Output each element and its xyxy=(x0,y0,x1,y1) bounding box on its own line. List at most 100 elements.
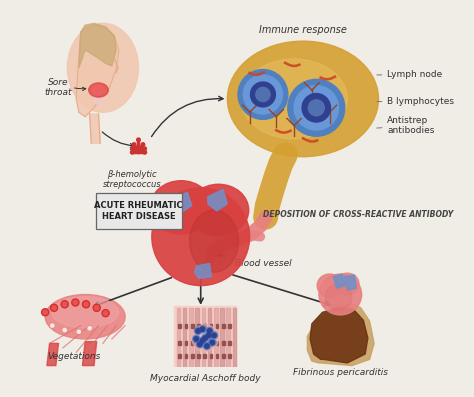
Text: DEPOSITION OF CROSS-REACTIVE ANTIBODY: DEPOSITION OF CROSS-REACTIVE ANTIBODY xyxy=(263,210,453,219)
Circle shape xyxy=(52,306,56,310)
Circle shape xyxy=(102,310,109,317)
Bar xyxy=(208,308,211,368)
Bar xyxy=(222,341,225,345)
Ellipse shape xyxy=(150,181,212,234)
Circle shape xyxy=(63,328,66,331)
Circle shape xyxy=(77,330,81,333)
Ellipse shape xyxy=(228,41,379,157)
Text: B lymphocytes: B lymphocytes xyxy=(377,97,455,106)
Circle shape xyxy=(206,328,213,335)
Circle shape xyxy=(194,328,201,335)
Circle shape xyxy=(130,147,134,150)
Ellipse shape xyxy=(152,188,250,285)
Text: Fibrinous pericarditis: Fibrinous pericarditis xyxy=(293,368,388,377)
Circle shape xyxy=(201,335,209,341)
Circle shape xyxy=(205,332,212,339)
Ellipse shape xyxy=(325,284,352,310)
Bar xyxy=(203,354,206,358)
Ellipse shape xyxy=(317,274,342,297)
Polygon shape xyxy=(308,303,374,366)
Bar xyxy=(185,341,187,345)
Bar xyxy=(185,354,187,358)
Bar xyxy=(222,354,225,358)
Bar xyxy=(228,354,231,358)
Circle shape xyxy=(256,87,270,102)
Circle shape xyxy=(196,329,201,333)
Circle shape xyxy=(72,299,79,306)
Bar xyxy=(174,306,236,370)
Bar xyxy=(210,354,212,358)
Bar xyxy=(179,354,181,358)
Bar xyxy=(216,354,219,358)
Circle shape xyxy=(103,311,108,315)
Circle shape xyxy=(199,337,206,344)
Ellipse shape xyxy=(336,273,359,295)
Polygon shape xyxy=(194,263,211,278)
Ellipse shape xyxy=(188,184,249,236)
Bar xyxy=(179,324,181,328)
Bar xyxy=(185,324,187,328)
Circle shape xyxy=(143,147,146,150)
Circle shape xyxy=(143,150,146,154)
Circle shape xyxy=(132,143,136,146)
Circle shape xyxy=(88,327,91,330)
Ellipse shape xyxy=(67,23,138,112)
Circle shape xyxy=(61,301,68,308)
Circle shape xyxy=(94,306,99,310)
Text: Vegetations: Vegetations xyxy=(47,352,100,361)
Circle shape xyxy=(201,339,205,343)
Circle shape xyxy=(208,329,212,333)
Circle shape xyxy=(205,344,209,348)
Circle shape xyxy=(130,150,134,154)
Circle shape xyxy=(250,82,275,107)
Circle shape xyxy=(73,300,78,305)
Circle shape xyxy=(308,100,324,116)
Circle shape xyxy=(203,336,208,340)
Circle shape xyxy=(50,304,57,311)
Circle shape xyxy=(63,302,67,306)
Bar xyxy=(210,324,212,328)
Polygon shape xyxy=(344,275,356,290)
Ellipse shape xyxy=(192,325,219,351)
Bar xyxy=(214,308,218,368)
Circle shape xyxy=(294,86,338,130)
Bar xyxy=(216,324,219,328)
Circle shape xyxy=(84,302,88,306)
Bar xyxy=(191,354,193,358)
Bar xyxy=(227,308,230,368)
Ellipse shape xyxy=(190,210,238,272)
Circle shape xyxy=(288,79,345,136)
Polygon shape xyxy=(92,84,104,103)
Circle shape xyxy=(238,69,288,119)
Bar xyxy=(222,324,225,328)
Circle shape xyxy=(42,309,49,316)
Circle shape xyxy=(207,333,211,337)
Circle shape xyxy=(199,326,206,333)
Circle shape xyxy=(137,138,140,142)
Polygon shape xyxy=(333,274,345,288)
Bar xyxy=(197,324,200,328)
Text: ACUTE RHEUMATIC
HEART DISEASE: ACUTE RHEUMATIC HEART DISEASE xyxy=(94,201,183,221)
Bar xyxy=(203,341,206,345)
Circle shape xyxy=(212,333,216,337)
Polygon shape xyxy=(310,308,368,363)
Circle shape xyxy=(210,340,215,345)
Circle shape xyxy=(243,75,283,114)
Bar xyxy=(177,308,180,368)
Bar xyxy=(189,308,193,368)
Polygon shape xyxy=(47,343,58,366)
Polygon shape xyxy=(82,341,97,366)
Ellipse shape xyxy=(319,274,362,315)
Circle shape xyxy=(51,324,54,327)
Bar xyxy=(197,354,200,358)
Text: β-hemolytic
streptococcus: β-hemolytic streptococcus xyxy=(103,170,162,189)
Bar xyxy=(228,341,231,345)
Text: Blood vessel: Blood vessel xyxy=(235,259,291,268)
Text: Lymph node: Lymph node xyxy=(377,70,443,79)
Text: Myocardial Aschoff body: Myocardial Aschoff body xyxy=(150,374,261,384)
Circle shape xyxy=(201,327,205,331)
Circle shape xyxy=(209,339,216,346)
Bar xyxy=(197,341,200,345)
Bar xyxy=(233,308,236,368)
Polygon shape xyxy=(90,114,100,143)
